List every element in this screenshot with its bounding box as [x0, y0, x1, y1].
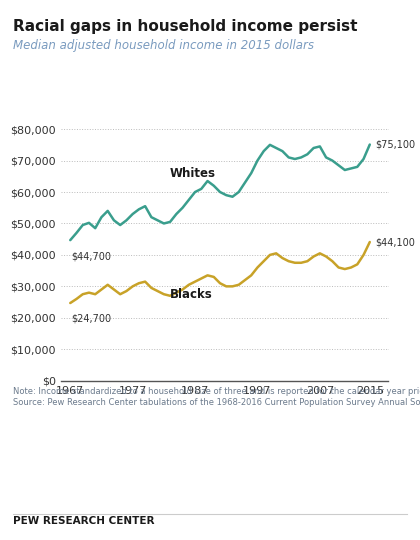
Text: Racial gaps in household income persist: Racial gaps in household income persist	[13, 19, 357, 34]
Text: $44,100: $44,100	[375, 237, 415, 247]
Text: Whites: Whites	[170, 167, 216, 180]
Text: $24,700: $24,700	[71, 313, 112, 323]
Text: Blacks: Blacks	[170, 288, 213, 301]
Text: $75,100: $75,100	[375, 139, 415, 150]
Text: Median adjusted household income in 2015 dollars: Median adjusted household income in 2015…	[13, 39, 314, 52]
Text: PEW RESEARCH CENTER: PEW RESEARCH CENTER	[13, 516, 154, 526]
Text: Note: Income standardized to a household size of three and is reported for the c: Note: Income standardized to a household…	[13, 387, 420, 407]
Text: $44,700: $44,700	[71, 252, 111, 262]
